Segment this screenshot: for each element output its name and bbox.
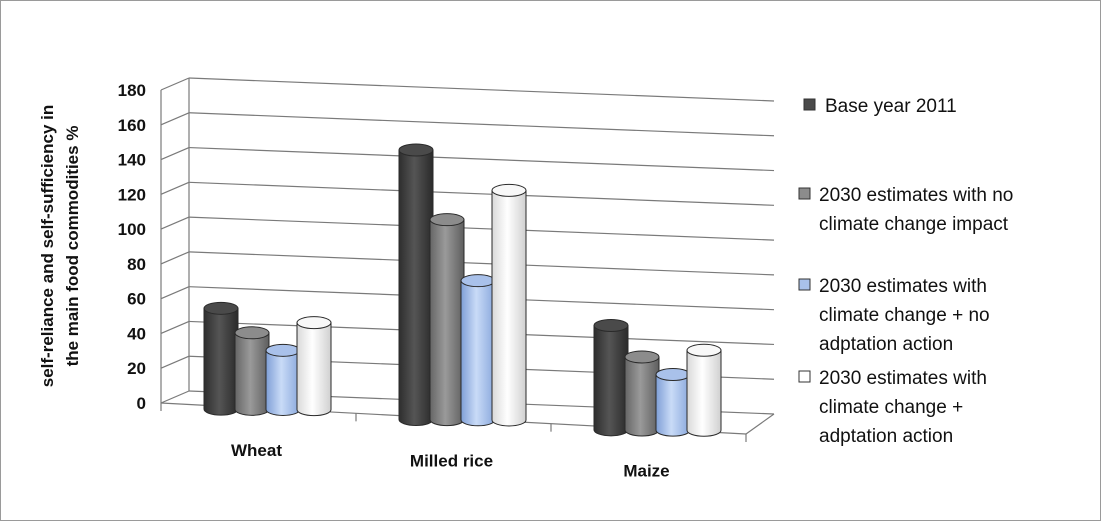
floor-right-edge xyxy=(745,413,775,435)
legend-label: climate change + no xyxy=(819,305,990,326)
x-category-label: Wheat xyxy=(231,441,282,460)
legend-label: 2030 estimates with xyxy=(819,368,987,389)
legend-label: 2030 estimates with xyxy=(819,276,987,297)
bar xyxy=(234,326,270,416)
bar xyxy=(655,367,691,437)
gridline-side xyxy=(160,216,190,230)
bar xyxy=(593,319,629,437)
gridline xyxy=(188,146,775,172)
legend-swatch xyxy=(798,278,811,291)
x-category-label: Milled rice xyxy=(410,451,493,470)
legend-label: Base year 2011 xyxy=(825,96,957,117)
axis-labels: 0 20 40 60 80 100 120 140 160 180 Wheat Milled rice… xyxy=(38,81,670,481)
legend-swatch xyxy=(798,187,811,200)
legend-label: 2030 estimates with no xyxy=(819,185,1013,206)
gridline xyxy=(188,181,775,206)
legend-label: climate change + xyxy=(819,397,963,418)
gridline-side xyxy=(160,251,190,265)
bar xyxy=(265,343,301,416)
gridline-side xyxy=(160,320,190,334)
x-category-label: Maize xyxy=(623,462,669,481)
y-tick-label: 80 xyxy=(127,255,146,274)
gridline-side xyxy=(160,147,190,161)
bar xyxy=(429,213,465,427)
gridline-side xyxy=(160,355,190,369)
legend-entry: 2030 estimates with climate change + no ad… xyxy=(798,276,990,355)
legend-label: adptation action xyxy=(819,334,953,355)
legend-swatch xyxy=(803,98,816,111)
y-tick-label: 0 xyxy=(137,394,146,413)
y-tick-label: 40 xyxy=(127,324,146,343)
bars xyxy=(203,143,722,437)
legend-entry: Base year 2011 xyxy=(803,96,957,117)
legend-label: adptation action xyxy=(819,426,953,447)
bar xyxy=(686,343,722,437)
gridline-side xyxy=(160,181,190,195)
gridline-side xyxy=(160,390,190,404)
bar xyxy=(460,274,496,427)
legend: Base year 2011 2030 estimates with no clim… xyxy=(798,96,1013,447)
y-tick-label: 20 xyxy=(127,359,146,378)
bar xyxy=(624,350,660,437)
legend-entry: 2030 estimates with climate change + adpta… xyxy=(798,368,987,447)
legend-label: climate change impact xyxy=(819,214,1009,235)
gridline-side xyxy=(160,286,190,300)
y-tick-label: 60 xyxy=(127,290,146,309)
legend-entry: 2030 estimates with no climate change imp… xyxy=(798,185,1013,235)
gridline-side xyxy=(160,112,190,126)
gridline xyxy=(188,77,775,102)
y-tick-label: 140 xyxy=(118,151,146,170)
bar xyxy=(296,316,332,417)
gridline xyxy=(188,251,775,276)
bar xyxy=(398,143,434,427)
y-tick-label: 180 xyxy=(118,81,146,100)
y-tick-label: 120 xyxy=(118,185,146,204)
legend-swatch xyxy=(798,370,811,383)
y-tick-label: 100 xyxy=(118,220,146,239)
gridline xyxy=(188,216,775,241)
y-axis-label: self-reliance and self-sufficiency in the… xyxy=(38,105,82,387)
bar xyxy=(203,301,239,416)
y-tick-label: 160 xyxy=(118,116,146,135)
gridline-side xyxy=(160,77,190,91)
bar xyxy=(491,183,527,427)
gridline xyxy=(188,112,775,137)
